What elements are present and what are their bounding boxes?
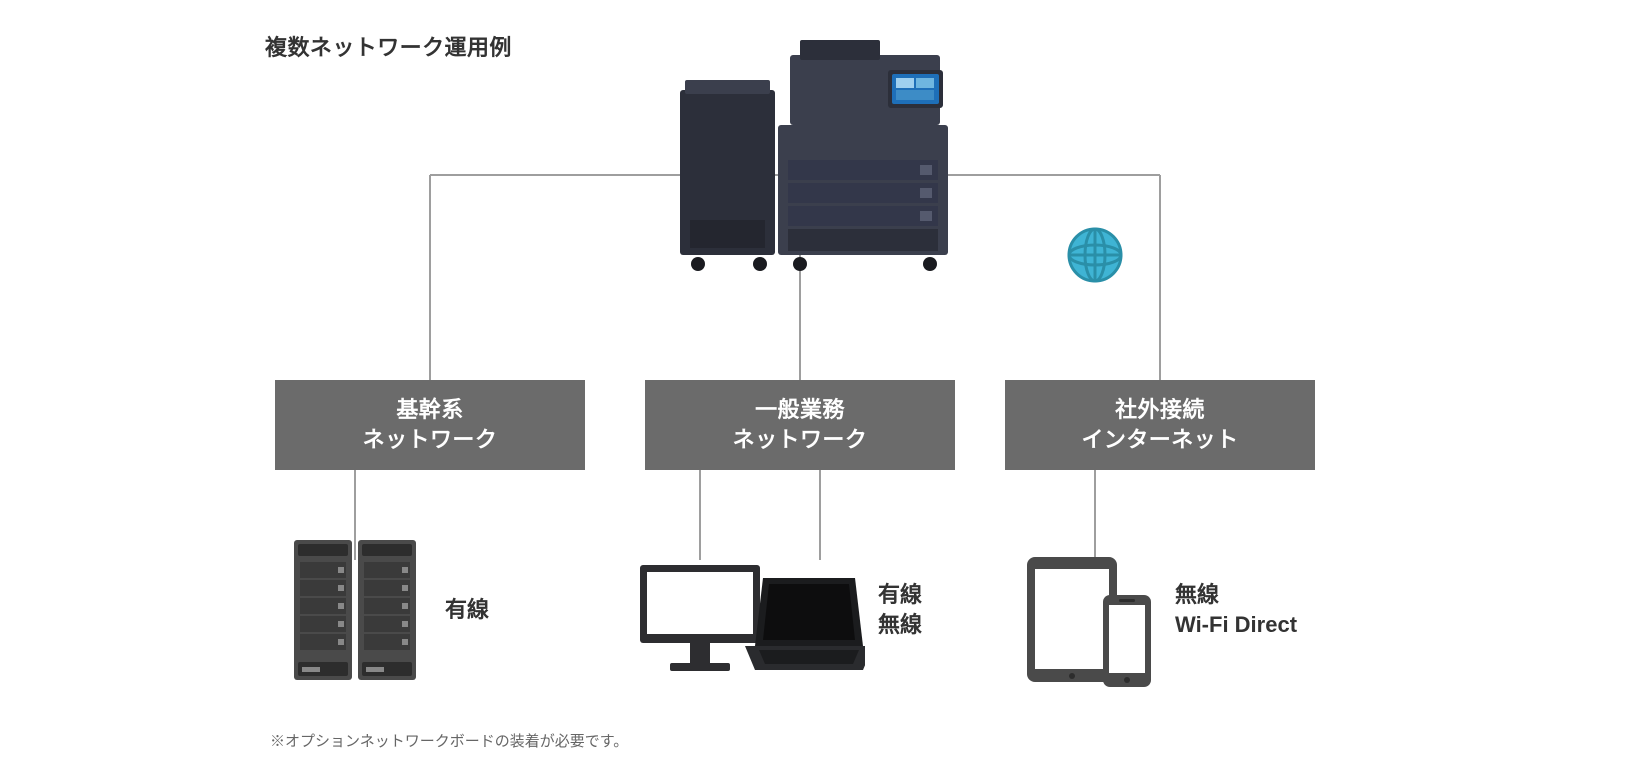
network-box-general: 一般業務 ネットワーク	[645, 380, 955, 470]
server-icon	[290, 540, 420, 685]
device-label-wired-wireless: 有線 無線	[878, 580, 922, 639]
network-box-external: 社外接続 インターネット	[1005, 380, 1315, 470]
device-label-line: 有線	[445, 597, 489, 622]
tablet-phone-icon	[1025, 555, 1155, 690]
diagram-title: 複数ネットワーク運用例	[265, 30, 512, 62]
network-box-line1: 一般業務	[755, 395, 845, 425]
diagram-footnote: ※オプションネットワークボードの装着が必要です。	[270, 730, 628, 751]
globe-icon	[1065, 225, 1125, 285]
printer-icon	[670, 20, 960, 280]
device-label-wireless-wifidirect: 無線 Wi-Fi Direct	[1175, 580, 1297, 639]
device-label-line: Wi-Fi Direct	[1175, 610, 1297, 640]
network-box-line2: ネットワーク	[733, 425, 868, 455]
network-box-line1: 基幹系	[396, 395, 463, 425]
network-box-line2: インターネット	[1081, 425, 1238, 455]
device-label-line: 無線	[878, 610, 922, 640]
device-label-line: 無線	[1175, 580, 1297, 610]
network-box-core: 基幹系 ネットワーク	[275, 380, 585, 470]
network-box-line1: 社外接続	[1115, 395, 1205, 425]
device-label-line: 有線	[878, 580, 922, 610]
network-box-line2: ネットワーク	[363, 425, 498, 455]
device-label-wired: 有線	[445, 595, 489, 625]
monitor-laptop-icon	[635, 560, 865, 690]
